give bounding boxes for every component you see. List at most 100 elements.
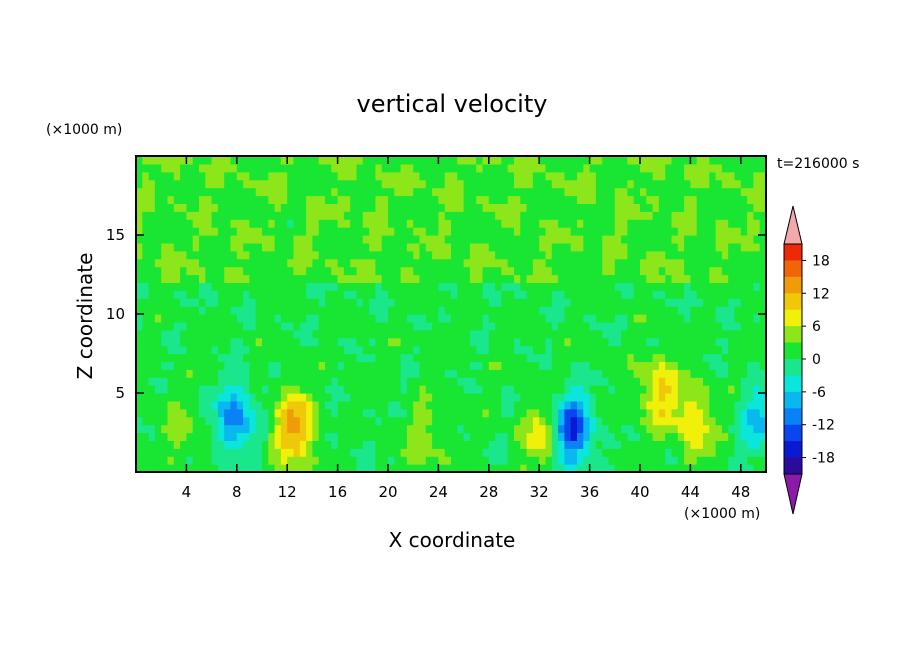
heatmap-cell	[652, 377, 660, 386]
heatmap-cell	[299, 298, 307, 307]
heatmap-cell	[589, 456, 597, 465]
heatmap-cell	[457, 377, 465, 386]
heatmap-cell	[444, 171, 452, 181]
heatmap-cell	[350, 464, 358, 473]
heatmap-cell	[343, 361, 351, 370]
heatmap-cell	[356, 306, 364, 315]
heatmap-cell	[721, 314, 729, 323]
heatmap-cell	[268, 321, 276, 331]
heatmap-cell	[243, 361, 250, 370]
heatmap-cell	[570, 424, 578, 434]
heatmap-cell	[608, 219, 616, 228]
heatmap-cell	[173, 408, 181, 418]
heatmap-cell	[551, 290, 559, 299]
heatmap-cell	[753, 329, 761, 339]
heatmap-cell	[394, 393, 402, 402]
heatmap-cell	[495, 250, 502, 260]
heatmap-cell	[558, 369, 565, 378]
heatmap-cell	[545, 163, 553, 173]
heatmap-cell	[318, 163, 326, 173]
heatmap-cell	[425, 400, 433, 410]
heatmap-cell	[236, 274, 244, 283]
heatmap-cell	[671, 290, 679, 299]
heatmap-cell	[388, 187, 395, 197]
heatmap-cell	[627, 456, 635, 465]
heatmap-cell	[759, 187, 767, 197]
heatmap-cell	[740, 266, 748, 276]
heatmap-cell	[331, 242, 339, 252]
heatmap-cell	[589, 235, 597, 244]
heatmap-cell	[684, 274, 691, 283]
heatmap-cell	[614, 321, 622, 331]
heatmap-cell	[217, 219, 225, 228]
heatmap-cell	[488, 464, 496, 473]
heatmap-cell	[469, 203, 477, 212]
heatmap-cell	[633, 353, 641, 362]
heatmap-cell	[457, 282, 465, 291]
heatmap-cell	[684, 227, 691, 236]
heatmap-cell	[173, 227, 181, 236]
heatmap-cell	[501, 314, 509, 323]
heatmap-cell	[255, 408, 263, 418]
heatmap-cell	[652, 393, 660, 402]
heatmap-cell	[268, 235, 276, 244]
heatmap-cell	[211, 274, 219, 283]
heatmap-cell	[268, 266, 276, 276]
heatmap-cell	[753, 448, 761, 457]
heatmap-cell	[564, 337, 572, 347]
heatmap-cell	[482, 203, 490, 212]
heatmap-cell	[564, 353, 572, 362]
heatmap-cell	[438, 156, 446, 165]
heatmap-cell	[293, 314, 301, 323]
heatmap-cell	[633, 179, 641, 189]
heatmap-cell	[621, 250, 628, 260]
heatmap-cell	[154, 227, 162, 236]
heatmap-cell	[740, 163, 748, 173]
heatmap-cell	[249, 345, 257, 355]
heatmap-cell	[287, 211, 295, 220]
heatmap-cell	[268, 314, 276, 323]
heatmap-cell	[312, 440, 320, 449]
heatmap-cell	[243, 203, 250, 212]
heatmap-cell	[211, 156, 219, 165]
heatmap-cell	[614, 195, 622, 204]
heatmap-cell	[217, 424, 225, 434]
heatmap-cell	[721, 250, 729, 260]
heatmap-cell	[199, 345, 206, 355]
heatmap-cell	[469, 369, 477, 378]
heatmap-cell	[161, 361, 169, 370]
heatmap-cell	[299, 377, 307, 386]
heatmap-cell	[350, 250, 358, 260]
heatmap-cell	[451, 235, 458, 244]
heatmap-cell	[274, 456, 282, 465]
heatmap-cell	[570, 219, 578, 228]
heatmap-cell	[728, 456, 736, 465]
heatmap-cell	[375, 440, 383, 449]
heatmap-cell	[249, 179, 257, 189]
heatmap-cell	[740, 408, 748, 418]
heatmap-cell	[658, 393, 666, 402]
heatmap-cell	[400, 266, 408, 276]
heatmap-cell	[161, 432, 169, 441]
heatmap-cell	[589, 432, 597, 441]
heatmap-cell	[343, 353, 351, 362]
heatmap-cell	[148, 424, 156, 434]
heatmap-cell	[186, 274, 194, 283]
heatmap-cell	[217, 179, 225, 189]
heatmap-cell	[419, 274, 427, 283]
heatmap-cell	[444, 464, 452, 473]
heatmap-cell	[142, 408, 150, 418]
heatmap-cell	[728, 329, 736, 339]
heatmap-cell	[703, 377, 710, 386]
heatmap-cell	[564, 385, 572, 394]
heatmap-cell	[217, 258, 225, 268]
heatmap-cell	[514, 432, 521, 441]
heatmap-cell	[608, 361, 616, 370]
heatmap-cell	[558, 393, 565, 402]
heatmap-cell	[614, 227, 622, 236]
heatmap-cell	[280, 377, 288, 386]
heatmap-cell	[293, 187, 301, 197]
heatmap-cell	[186, 163, 194, 173]
heatmap-cell	[287, 203, 295, 212]
heatmap-cell	[570, 306, 578, 315]
